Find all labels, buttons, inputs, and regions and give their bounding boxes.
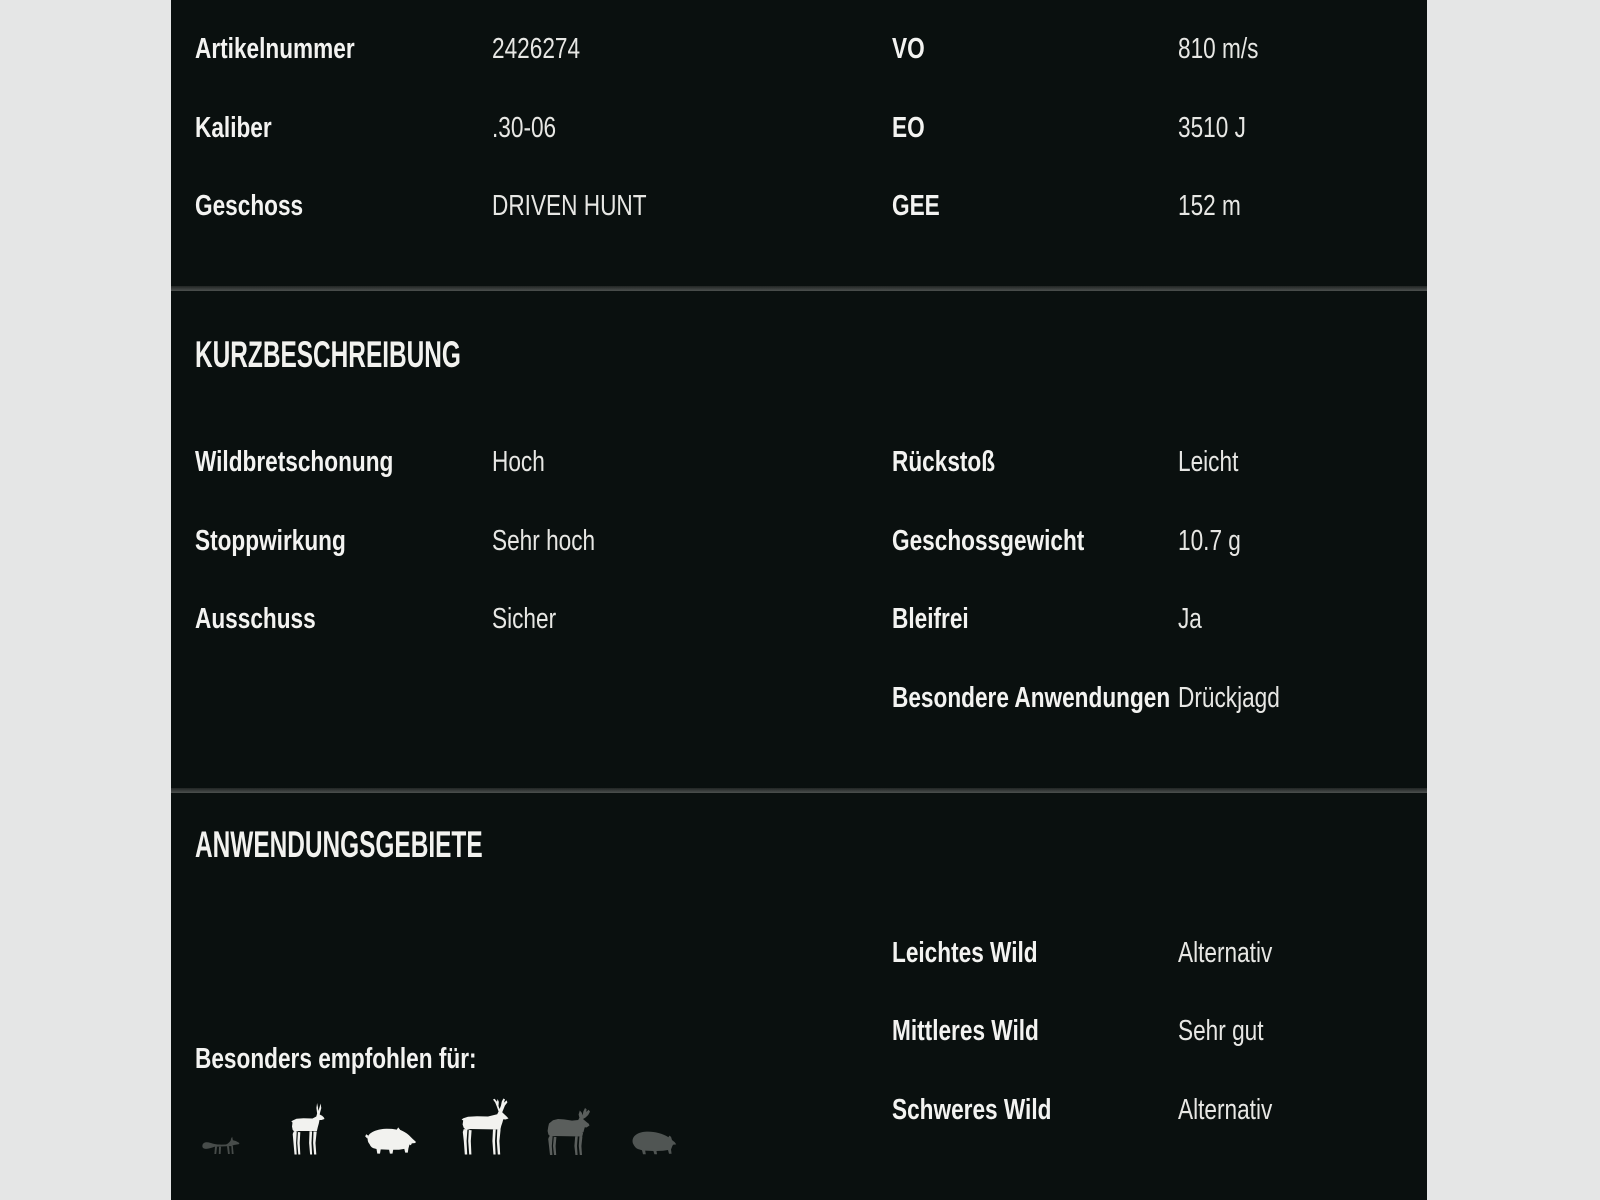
section-divider — [171, 788, 1427, 793]
artikelnummer-value: 2426274 — [492, 33, 581, 65]
ausschuss-value: Sicher — [492, 603, 557, 635]
geschossgewicht-label: Geschossgewicht — [892, 525, 1085, 557]
recommended-for-label: Besonders empfohlen für: — [195, 1043, 477, 1075]
leichtes-wild-label: Leichtes Wild — [892, 937, 1038, 969]
kaliber-label: Kaliber — [195, 112, 272, 144]
product-spec-panel: Artikelnummer 2426274 Kaliber .30-06 Ges… — [171, 0, 1427, 1200]
artikelnummer-label: Artikelnummer — [195, 33, 355, 65]
stoppwirkung-value: Sehr hoch — [492, 525, 596, 557]
e0-label: EO — [892, 112, 925, 144]
e0-value: 3510 J — [1178, 112, 1246, 144]
rueckstoss-value: Leicht — [1178, 446, 1239, 478]
rueckstoss-label: Rückstoß — [892, 446, 996, 478]
wild-boar-icon — [365, 1124, 417, 1155]
wildbretschonung-label: Wildbretschonung — [195, 446, 394, 478]
ausschuss-label: Ausschuss — [195, 603, 316, 635]
besondere-anwendungen-label: Besondere Anwendungen — [892, 682, 1171, 714]
wildbretschonung-value: Hoch — [492, 446, 545, 478]
stoppwirkung-label: Stoppwirkung — [195, 525, 346, 557]
geschoss-label: Geschoss — [195, 190, 304, 222]
moose-icon — [542, 1107, 592, 1155]
v0-value: 810 m/s — [1178, 33, 1259, 65]
fox-icon — [202, 1133, 242, 1155]
roe-deer-icon — [288, 1101, 327, 1155]
schweres-wild-label: Schweres Wild — [892, 1094, 1052, 1126]
gee-value: 152 m — [1178, 190, 1241, 222]
recommended-animals — [171, 1095, 1427, 1155]
bleifrei-value: Ja — [1178, 603, 1202, 635]
red-deer-icon — [457, 1098, 511, 1155]
bleifrei-label: Bleifrei — [892, 603, 969, 635]
besondere-anwendungen-value: Drückjagd — [1178, 682, 1280, 714]
anwendungsgebiete-title: ANWENDUNGSGEBIETE — [195, 824, 483, 865]
kaliber-value: .30-06 — [492, 112, 557, 144]
kurzbeschreibung-title: KURZBESCHREIBUNG — [195, 334, 461, 375]
schweres-wild-value: Alternativ — [1178, 1094, 1273, 1126]
gee-label: GEE — [892, 190, 940, 222]
v0-label: VO — [892, 33, 925, 65]
bear-icon — [630, 1127, 677, 1155]
mittleres-wild-label: Mittleres Wild — [892, 1015, 1039, 1047]
section-divider — [171, 286, 1427, 291]
leichtes-wild-value: Alternativ — [1178, 937, 1273, 969]
geschossgewicht-value: 10.7 g — [1178, 525, 1241, 557]
mittleres-wild-value: Sehr gut — [1178, 1015, 1264, 1047]
geschoss-value: DRIVEN HUNT — [492, 190, 647, 222]
